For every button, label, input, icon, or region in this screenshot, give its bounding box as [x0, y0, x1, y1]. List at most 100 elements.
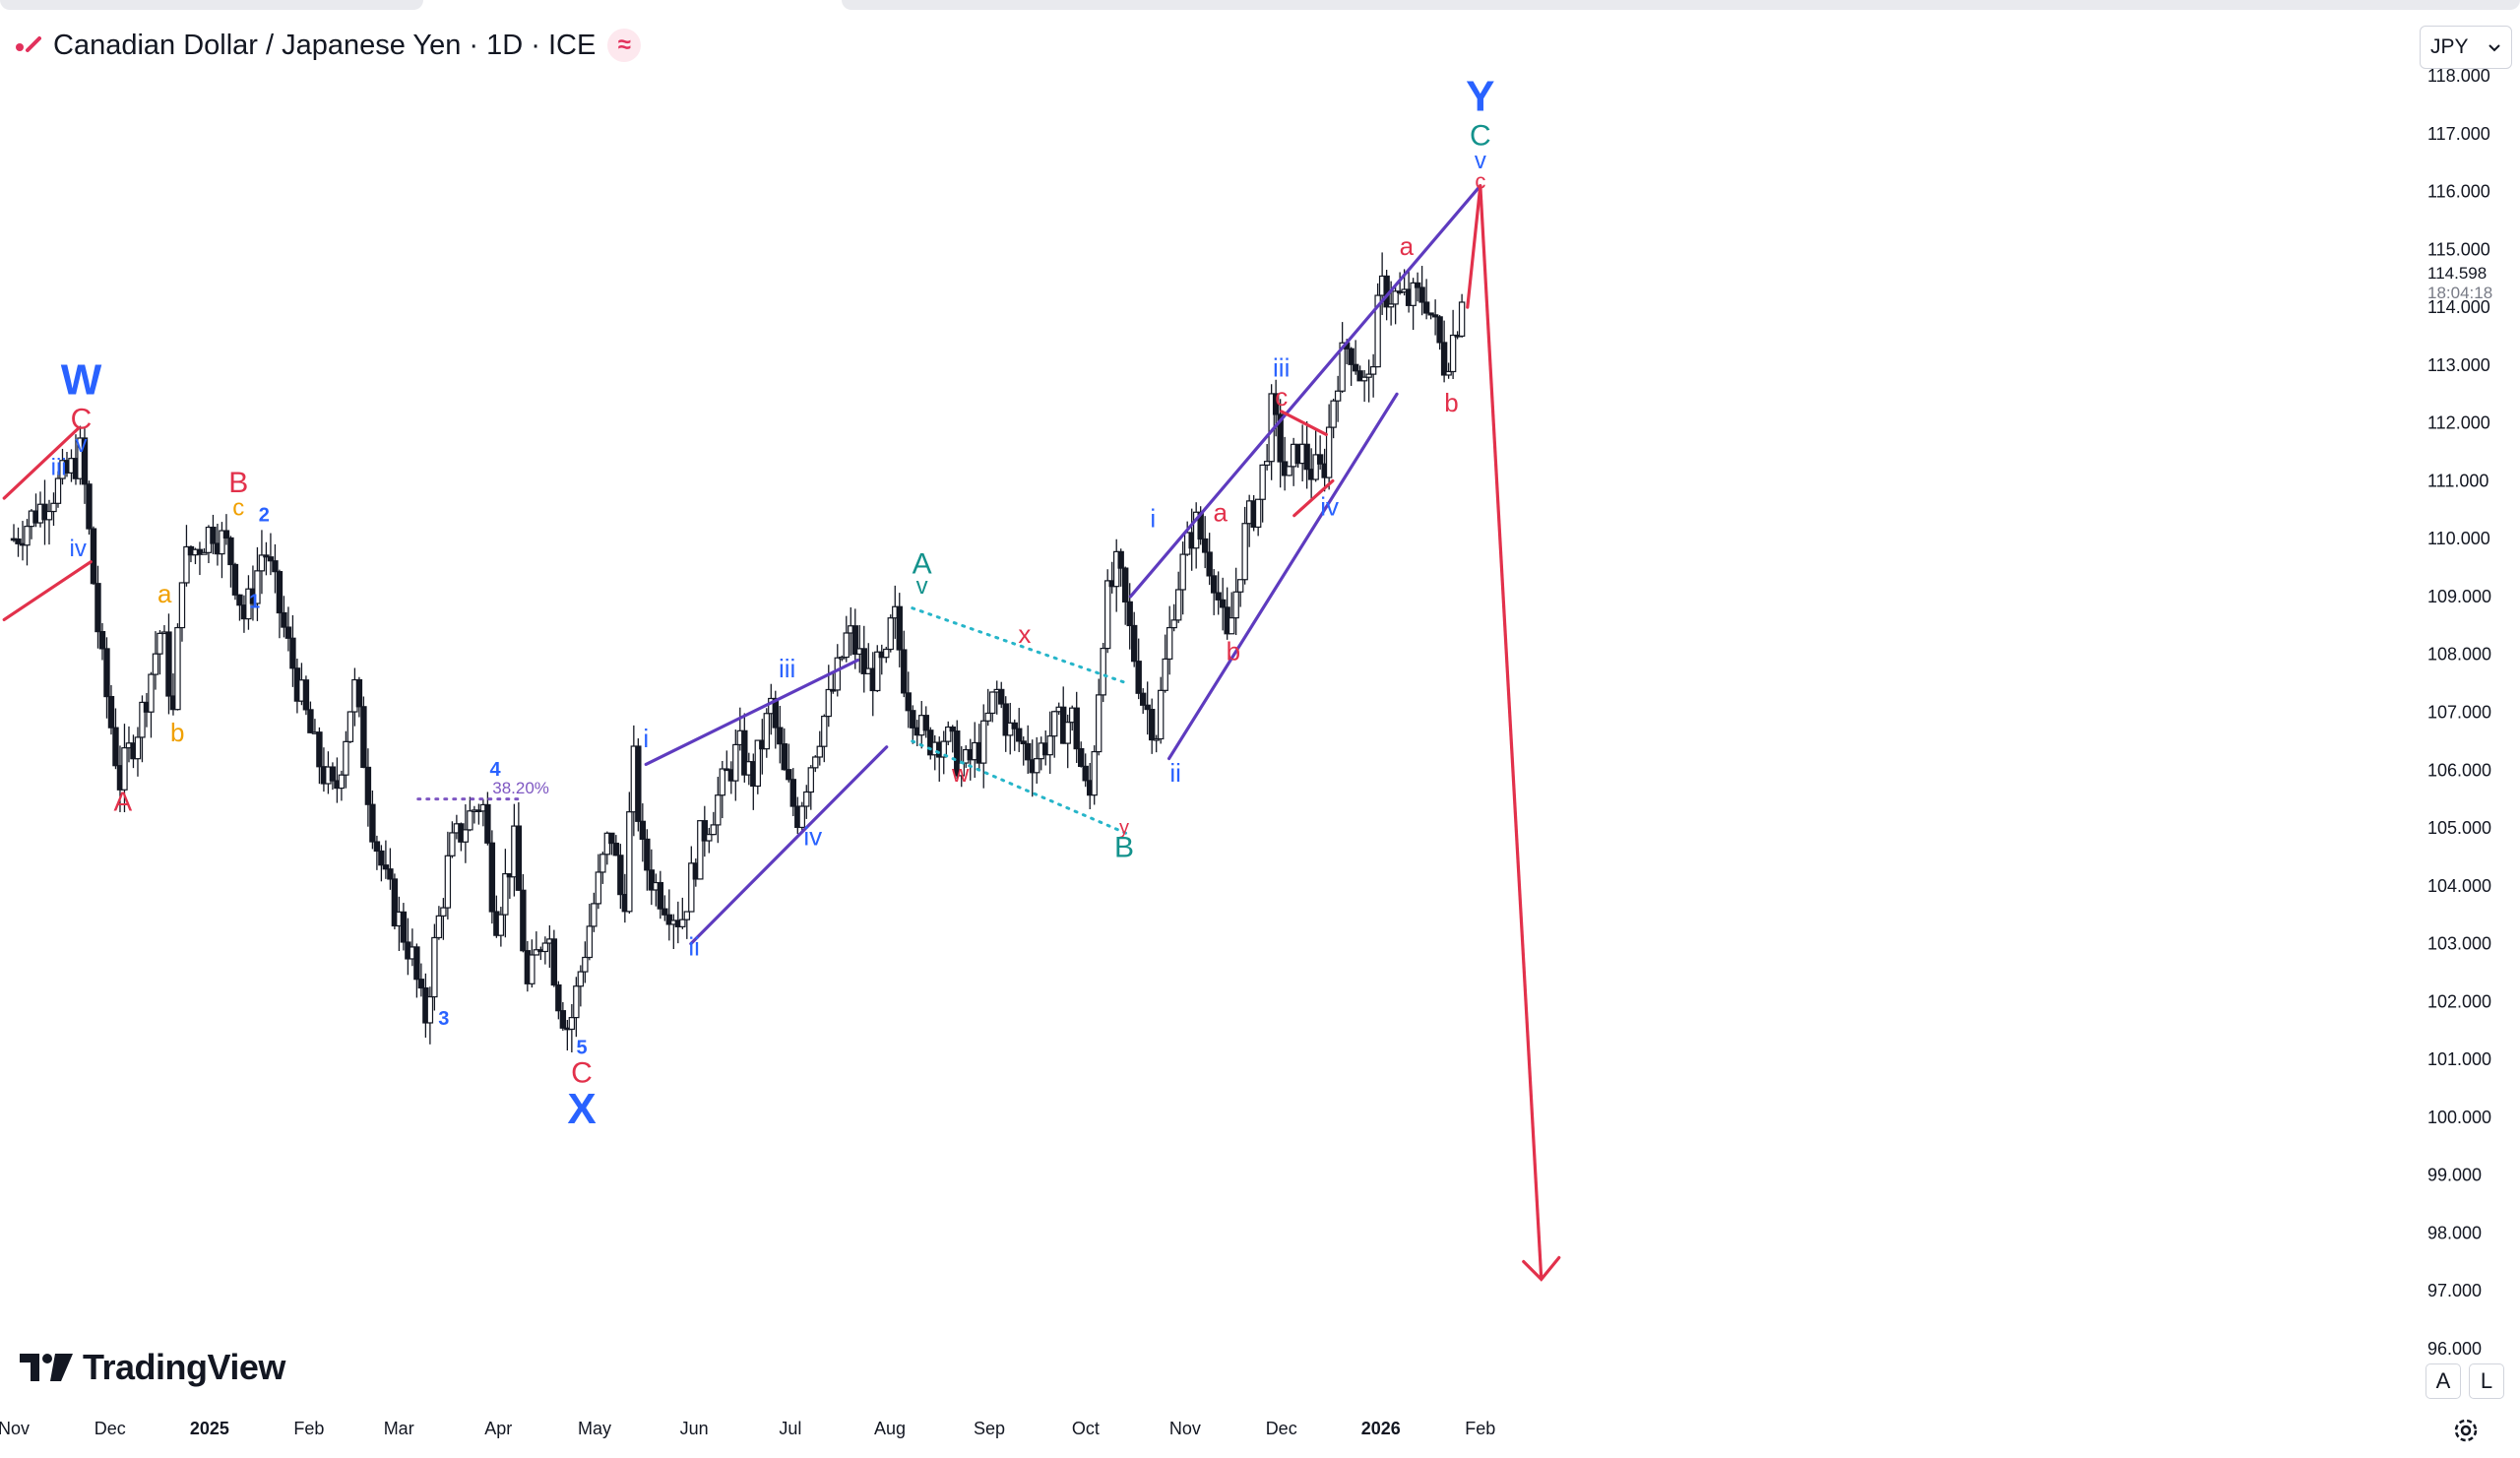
candle-down: [387, 868, 394, 880]
candle-down: [1356, 370, 1363, 382]
candle-up: [1157, 689, 1165, 740]
candle-down: [1440, 342, 1448, 376]
tab-right[interactable]: [842, 0, 2520, 10]
candle-down: [413, 946, 420, 981]
candle-up: [710, 824, 718, 836]
candle-up: [1228, 617, 1235, 635]
wave-label: A: [113, 786, 132, 816]
candle-up: [1286, 466, 1292, 476]
y-tick-label: 103.000: [2427, 934, 2491, 954]
candle-up: [529, 954, 536, 984]
candle-down: [905, 692, 912, 712]
wave-label: iii: [51, 455, 67, 481]
candle-up: [715, 794, 722, 826]
chart-header: Canadian Dollar / Japanese Yen · 1D · IC…: [14, 26, 642, 65]
candle-down: [281, 611, 287, 628]
candle-down: [112, 727, 119, 767]
projection-arrow[interactable]: [1479, 185, 1544, 1280]
y-tick-label: 104.000: [2427, 876, 2491, 896]
candle-up: [883, 648, 890, 659]
candle-down: [644, 838, 651, 871]
candle-down: [896, 605, 903, 651]
candle-down: [1148, 708, 1156, 741]
candle-down: [1219, 599, 1227, 608]
x-tick-label: Oct: [1072, 1419, 1100, 1438]
wave-label: iv: [70, 536, 87, 562]
candles-icon: [16, 36, 41, 52]
candle-down: [949, 726, 956, 732]
candle-down: [1144, 704, 1151, 711]
candle-down: [555, 983, 562, 1012]
candle-down: [276, 571, 284, 614]
x-tick-label: Nov: [0, 1419, 30, 1438]
candle-down: [789, 779, 796, 807]
candle-up: [586, 925, 594, 959]
trend-line[interactable]: [911, 739, 1129, 836]
candle-up: [940, 740, 947, 758]
candle-down: [289, 637, 296, 669]
candle-up: [1162, 658, 1168, 691]
trend-line[interactable]: [689, 745, 889, 946]
x-tick-label: Jun: [680, 1419, 709, 1438]
candle-down: [559, 1010, 567, 1029]
x-tick-label: Dec: [94, 1419, 126, 1438]
settings-gear-icon[interactable]: [2449, 1414, 2483, 1447]
wave-label: w: [951, 761, 970, 788]
candle-down: [227, 537, 234, 566]
candle-up: [1091, 750, 1098, 796]
wave-label: a: [158, 579, 172, 608]
candle-up: [1113, 550, 1120, 588]
candle-up: [984, 712, 991, 722]
candle-up: [1232, 591, 1239, 619]
trend-line[interactable]: [2, 426, 80, 500]
y-tick-label: 115.000: [2427, 239, 2490, 259]
trend-line[interactable]: [644, 659, 859, 766]
trend-line[interactable]: [911, 606, 1129, 685]
wave-label: a: [1214, 498, 1228, 528]
wave-badge[interactable]: ≈: [607, 29, 642, 62]
candle-down: [1215, 592, 1222, 601]
chevron-down-icon: [2488, 44, 2500, 52]
currency-select[interactable]: JPY: [2420, 26, 2512, 69]
auto-scale-button[interactable]: A: [2426, 1363, 2461, 1399]
wave-label: C: [1470, 120, 1491, 153]
candle-down: [90, 528, 97, 585]
candle-up: [50, 502, 57, 513]
y-tick-label: 100.000: [2427, 1108, 2491, 1127]
tradingview-logo[interactable]: TradingView: [20, 1347, 285, 1388]
candle-down: [662, 908, 668, 916]
symbol-title[interactable]: Canadian Dollar / Japanese Yen · 1D · IC…: [53, 29, 597, 61]
wave-label: 3: [438, 1008, 449, 1030]
candle-up: [45, 510, 53, 521]
candle-down: [373, 841, 381, 853]
candle-down: [355, 678, 363, 708]
trend-line[interactable]: [1128, 184, 1482, 599]
candle-down: [998, 688, 1005, 705]
y-tick-label: 118.000: [2427, 66, 2490, 86]
y-tick-label: 117.000: [2427, 124, 2490, 144]
y-tick-label: 114.000: [2427, 297, 2490, 317]
trend-line[interactable]: [1166, 392, 1399, 761]
candle-down: [1121, 567, 1129, 602]
candle-up: [201, 551, 208, 555]
trend-line[interactable]: [1466, 184, 1482, 309]
wave-label: v: [75, 431, 87, 458]
candle-up: [1445, 370, 1452, 376]
candle-up: [697, 820, 704, 880]
candle-down: [329, 766, 337, 782]
candle-down: [1201, 538, 1209, 553]
trend-line[interactable]: [1280, 410, 1328, 436]
wave-label: b: [1444, 388, 1458, 417]
log-scale-button[interactable]: L: [2469, 1363, 2504, 1399]
wave-label: v: [1475, 148, 1486, 174]
trend-line[interactable]: [2, 560, 93, 622]
candle-up: [1174, 589, 1182, 621]
tab-left[interactable]: [0, 0, 423, 10]
trend-line[interactable]: [1292, 478, 1335, 518]
candle-down: [954, 730, 961, 777]
candle-down: [94, 583, 101, 633]
candle-up: [577, 971, 585, 987]
wave-label: ii: [688, 931, 700, 961]
x-tick-label: Feb: [1465, 1419, 1495, 1438]
